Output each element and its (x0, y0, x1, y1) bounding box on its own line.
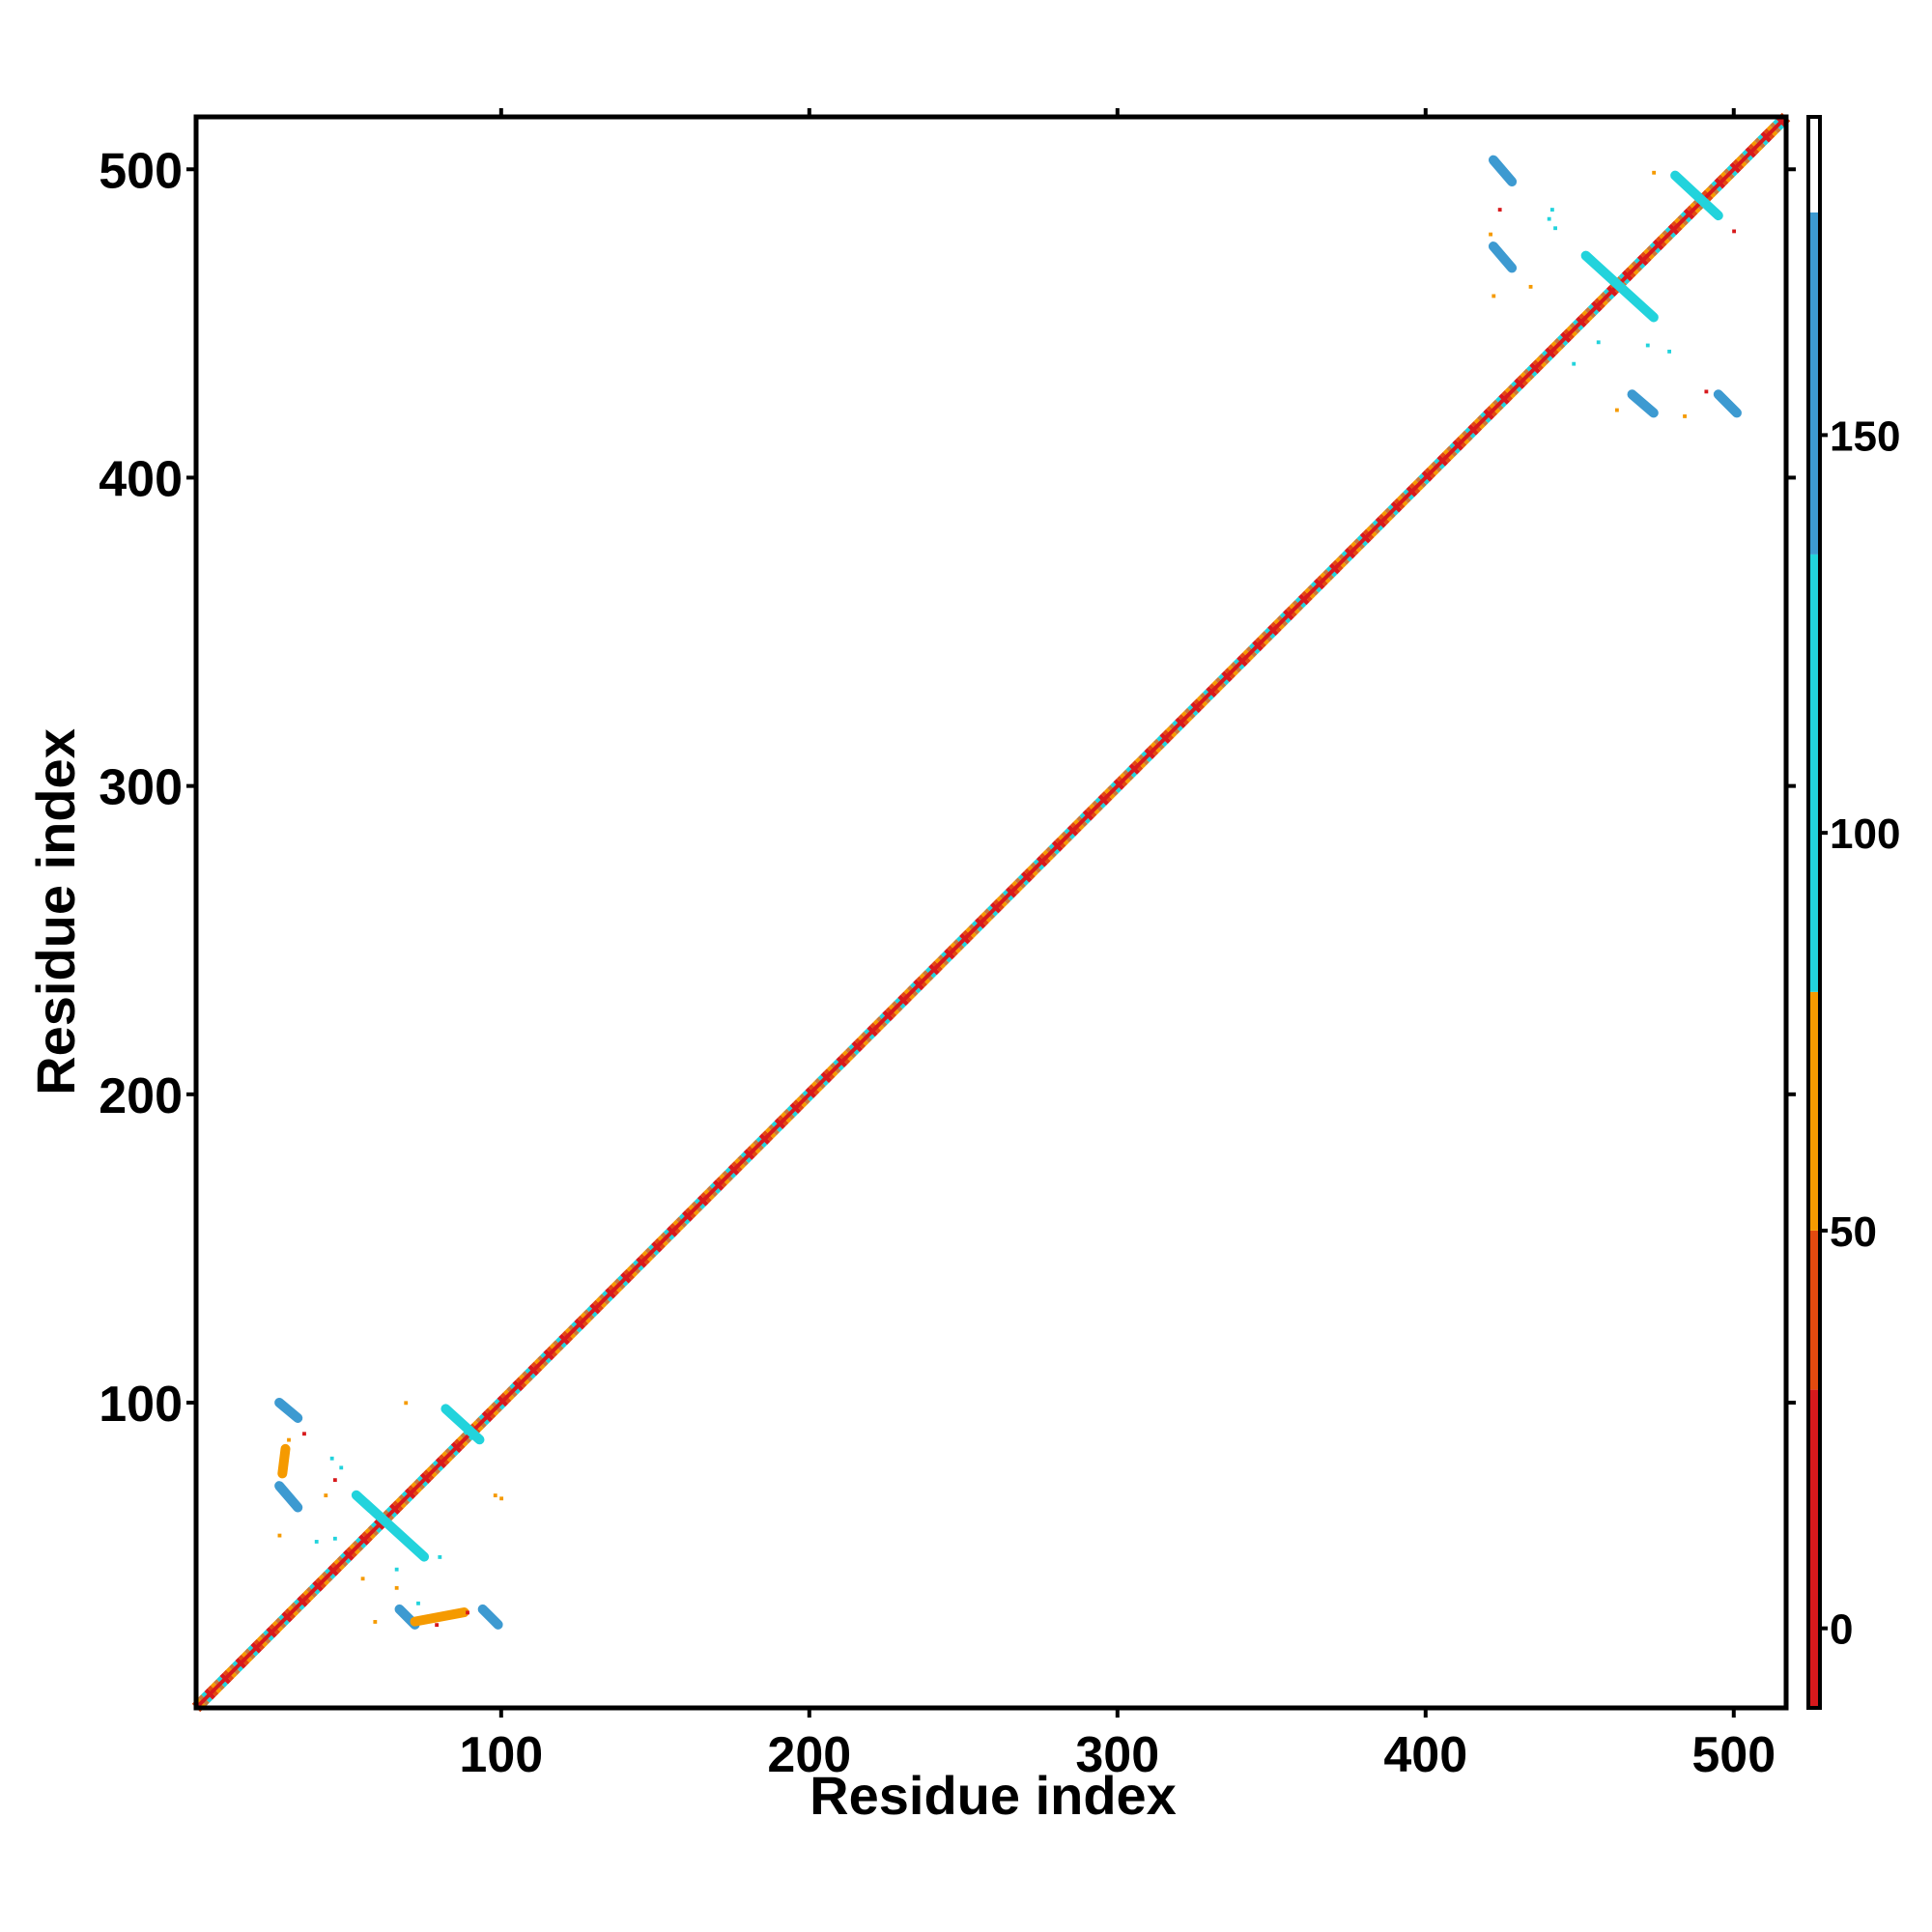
contact-cell (466, 1610, 469, 1615)
colorbar-tick-label: 150 (1830, 412, 1900, 460)
y-tick-label: 400 (99, 451, 183, 507)
colorbar: 0 50 100 150 (1806, 115, 1900, 1710)
contact-cell (1596, 340, 1601, 345)
contact-segment (1580, 250, 1659, 323)
contact-cell (493, 1493, 497, 1497)
contact-cell (1614, 408, 1619, 412)
contact-cell (302, 1432, 306, 1436)
colorbar-band (1808, 117, 1820, 213)
contact-segment (277, 1443, 291, 1479)
plot-frame (193, 114, 1789, 1711)
contact-segment (410, 1607, 469, 1627)
contact-segment (1627, 389, 1659, 418)
contact-cell (287, 1437, 291, 1442)
colorbar-band (1808, 212, 1820, 554)
contact-cell (1549, 208, 1554, 212)
contact-cell (360, 1577, 365, 1581)
contact-cell (1704, 389, 1709, 394)
y-axis-title: Residue index (25, 728, 86, 1095)
contact-cell (416, 1601, 420, 1605)
y-axis: 100 200 300 400 500 (99, 143, 1796, 1433)
contact-cell (1683, 414, 1687, 418)
x-tick-label: 500 (1691, 1727, 1776, 1783)
x-tick-label: 300 (1075, 1727, 1159, 1783)
contact-segment (1488, 155, 1518, 187)
contact-cell (1572, 361, 1577, 366)
contact-cell (1652, 170, 1657, 175)
colorbar-band (1808, 991, 1820, 1231)
colorbar-tick-label: 0 (1830, 1606, 1853, 1654)
colorbar-band (1808, 554, 1820, 992)
contact-cell (373, 1620, 378, 1624)
colorbar-band (1808, 1230, 1820, 1390)
contact-cell (435, 1623, 440, 1628)
contact-cell (332, 1478, 337, 1483)
contact-cell (314, 1540, 319, 1544)
heatmap-cells (191, 112, 1791, 1713)
x-tick-label: 400 (1383, 1727, 1467, 1783)
contact-segment (1713, 389, 1742, 418)
contact-cell (1492, 294, 1496, 298)
contact-cell (1553, 226, 1557, 231)
contact-cell (339, 1465, 344, 1470)
contact-cell (1528, 284, 1533, 289)
contact-cell (1489, 232, 1493, 237)
y-tick-label: 300 (99, 760, 183, 816)
contact-segment (274, 1481, 303, 1513)
contact-segment (274, 1398, 303, 1423)
y-tick-label: 500 (99, 143, 183, 199)
contact-cell (1667, 349, 1672, 354)
contact-cell (1732, 229, 1737, 234)
contact-cell (394, 1585, 399, 1590)
x-tick-label: 100 (459, 1727, 543, 1783)
contact-cell (324, 1493, 328, 1497)
contact-cell (332, 1536, 337, 1541)
colorbar-tick-label: 100 (1830, 810, 1900, 858)
x-axis: 100 200 300 400 500 (459, 108, 1776, 1783)
contact-segment (351, 1490, 430, 1562)
x-axis-title: Residue index (810, 1765, 1177, 1826)
contact-segment (1488, 242, 1518, 273)
y-tick-label: 200 (99, 1068, 183, 1124)
contact-segment (440, 1404, 485, 1445)
contact-cell (1645, 343, 1650, 348)
colorbar-frame (1806, 115, 1822, 1710)
x-tick-label: 200 (767, 1727, 851, 1783)
contact-cell (1547, 216, 1551, 221)
colorbar-band (1808, 1389, 1820, 1708)
contact-cell (499, 1496, 504, 1501)
diagonal-core (194, 115, 1788, 1710)
contact-cell (329, 1456, 334, 1461)
colorbar-tick-label: 50 (1830, 1208, 1877, 1256)
contact-segment (1670, 170, 1723, 221)
contact-cell (277, 1533, 282, 1538)
contact-cell (394, 1567, 399, 1572)
contact-segment (477, 1604, 503, 1630)
contact-cell (404, 1401, 409, 1406)
y-tick-label: 100 (99, 1377, 183, 1433)
contact-cell (1497, 208, 1502, 212)
contact-cell (438, 1555, 442, 1559)
